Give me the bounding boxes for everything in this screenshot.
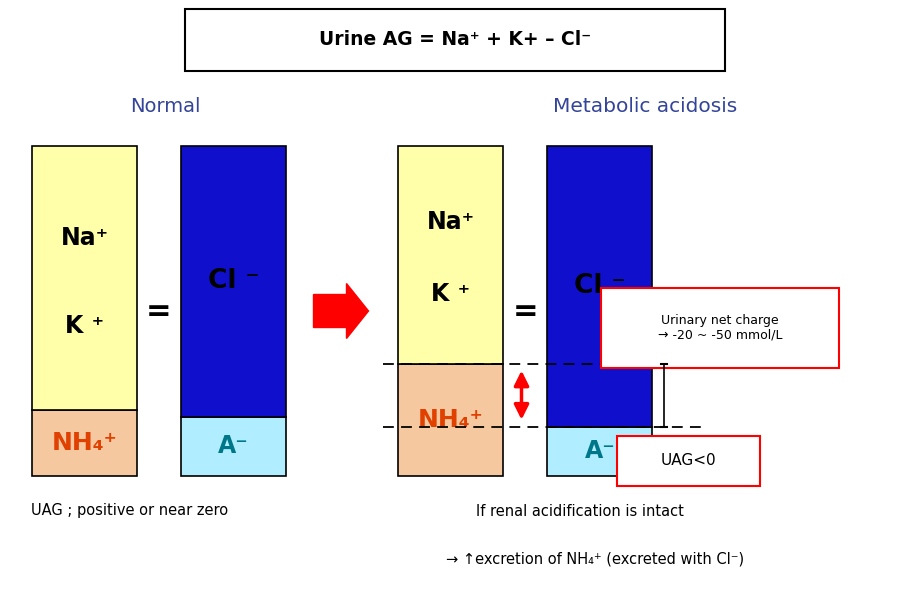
Text: UAG<0: UAG<0 — [660, 453, 715, 468]
Text: UAG ; positive or near zero: UAG ; positive or near zero — [31, 503, 229, 519]
Text: =: = — [146, 296, 171, 326]
Text: K ⁺: K ⁺ — [65, 313, 104, 337]
Text: NH₄⁺: NH₄⁺ — [417, 408, 484, 432]
Bar — [398, 146, 503, 364]
FancyBboxPatch shape — [185, 9, 724, 71]
Text: Urinary net charge
→ -20 ~ -50 mmol/L: Urinary net charge → -20 ~ -50 mmol/L — [657, 314, 782, 342]
Text: Cl ⁻: Cl ⁻ — [574, 273, 625, 299]
Bar — [398, 364, 503, 476]
Text: A⁻: A⁻ — [218, 434, 249, 458]
Text: → ↑excretion of NH₄⁺ (excreted with Cl⁻): → ↑excretion of NH₄⁺ (excreted with Cl⁻) — [445, 552, 743, 566]
Bar — [547, 426, 651, 476]
FancyBboxPatch shape — [617, 436, 759, 486]
Bar — [32, 410, 137, 476]
Text: Normal: Normal — [129, 97, 200, 115]
Text: Na⁺: Na⁺ — [426, 210, 475, 234]
Text: NH₄⁺: NH₄⁺ — [52, 431, 118, 455]
Bar — [32, 146, 137, 410]
Text: K ⁺: K ⁺ — [431, 282, 470, 306]
Text: Urine AG = Na⁺ + K+ – Cl⁻: Urine AG = Na⁺ + K+ – Cl⁻ — [319, 29, 590, 48]
Text: Metabolic acidosis: Metabolic acidosis — [552, 97, 736, 115]
Text: Na⁺: Na⁺ — [60, 227, 108, 251]
Text: A⁻: A⁻ — [584, 439, 615, 463]
Text: =: = — [512, 296, 537, 326]
FancyBboxPatch shape — [600, 288, 838, 368]
Polygon shape — [313, 284, 368, 338]
Bar — [547, 146, 651, 426]
Text: Cl ⁻: Cl ⁻ — [208, 268, 259, 295]
Bar — [180, 417, 286, 476]
Text: If renal acidification is intact: If renal acidification is intact — [476, 503, 683, 519]
Bar — [180, 146, 286, 417]
